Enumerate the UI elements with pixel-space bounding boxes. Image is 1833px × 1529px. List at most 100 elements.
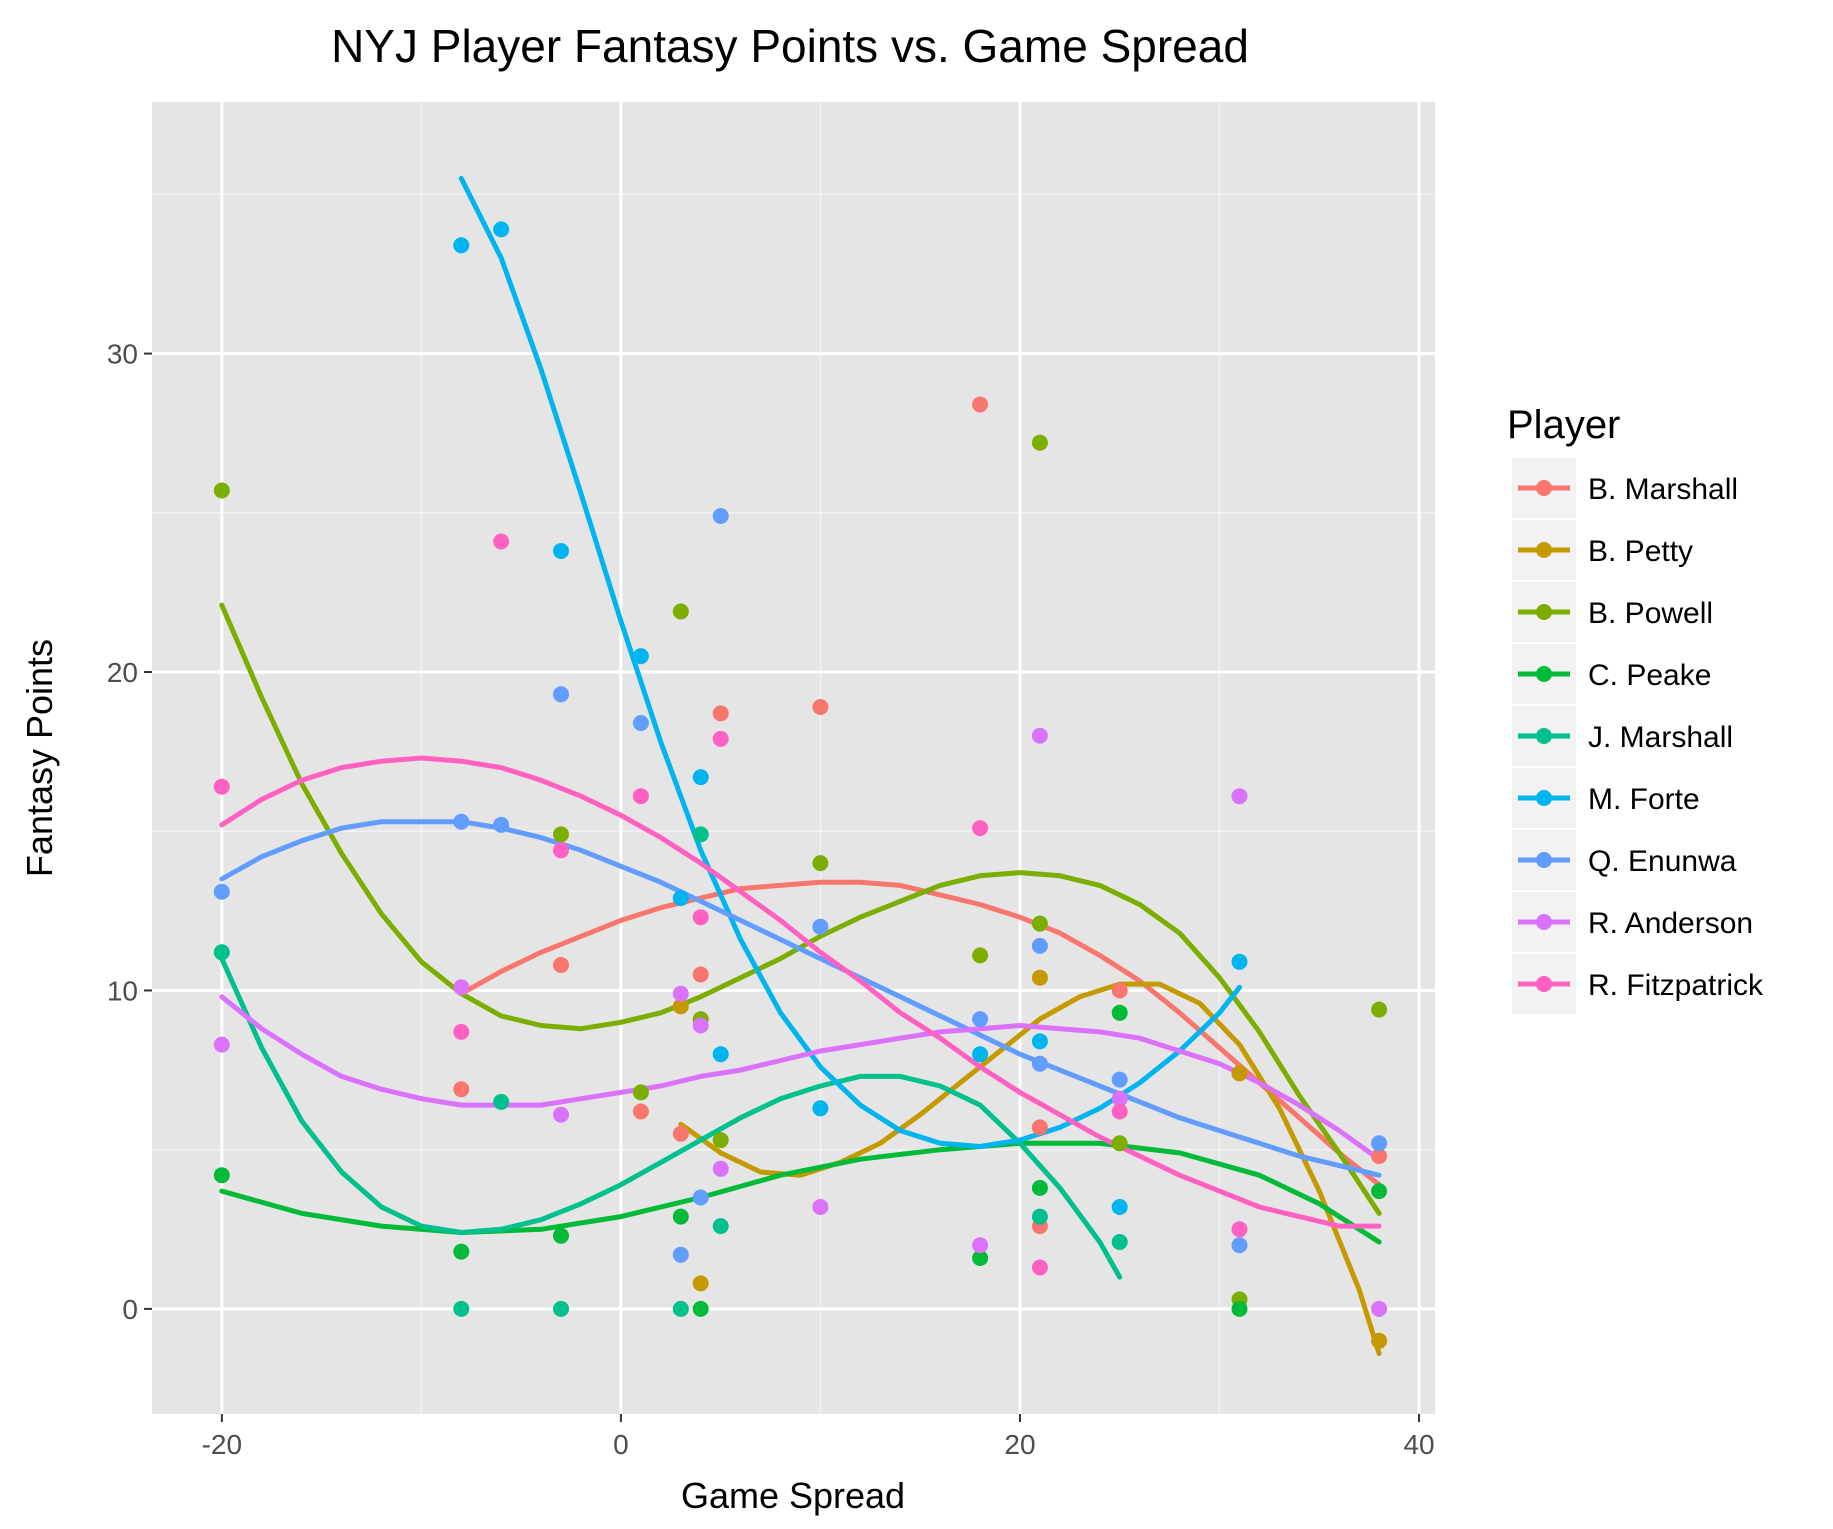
point-r-anderson	[1371, 1300, 1388, 1317]
legend-label: B. Petty	[1588, 535, 1693, 568]
trend-line-m-forte	[458, 175, 1242, 1149]
legend-key-point	[1536, 480, 1552, 496]
point-b-powell	[1111, 1135, 1128, 1152]
legend-items: B. Marshall B. Petty B. Powell C. Peake J. M…	[1512, 458, 1764, 1014]
point-r-fitzpatrick	[712, 730, 729, 747]
point-b-marshall	[692, 966, 709, 983]
point-q-enunwa	[712, 508, 729, 524]
point-q-enunwa	[453, 813, 470, 830]
legend-key-point	[1536, 976, 1552, 992]
point-j-marshall	[712, 1218, 729, 1235]
legend-label: Q. Enunwa	[1588, 845, 1737, 878]
trend-line-b-marshall	[458, 879, 1382, 1188]
major-gridlines	[152, 102, 1435, 1414]
point-r-fitzpatrick	[632, 788, 649, 805]
trend-line-j-marshall	[219, 956, 1123, 1280]
point-r-anderson	[692, 1017, 709, 1034]
point-b-petty	[672, 998, 689, 1015]
point-j-marshall	[692, 826, 709, 843]
legend-item-r-fitzpatrick: R. Fitzpatrick	[1512, 954, 1764, 1014]
point-m-forte	[493, 221, 510, 238]
point-b-petty	[692, 1275, 709, 1292]
axes: -20 0 20 40 0 10 20 30	[107, 339, 1435, 1460]
point-b-powell	[553, 826, 569, 843]
chart-title: NYJ Player Fantasy Points vs. Game Sprea…	[331, 20, 1249, 72]
point-m-forte	[692, 769, 709, 786]
legend-key-point	[1536, 852, 1552, 868]
point-b-marshall	[553, 957, 569, 973]
point-q-enunwa	[1231, 1237, 1248, 1254]
point-r-fitzpatrick	[972, 820, 989, 837]
point-q-enunwa	[1031, 1055, 1048, 1072]
point-m-forte	[672, 890, 689, 907]
trend-line-q-enunwa	[219, 819, 1382, 1178]
point-j-marshall	[493, 1093, 510, 1110]
point-r-fitzpatrick	[1231, 1221, 1248, 1238]
point-b-powell	[972, 947, 989, 964]
trend-line-r-anderson	[219, 994, 1382, 1162]
x-tick-label: 0	[613, 1429, 629, 1460]
legend-label: R. Anderson	[1588, 907, 1753, 940]
point-r-anderson	[213, 1036, 230, 1053]
point-q-enunwa	[493, 816, 510, 833]
point-q-enunwa	[1031, 937, 1048, 954]
point-b-petty	[1031, 969, 1048, 986]
plot-panel	[152, 102, 1435, 1414]
point-q-enunwa	[1371, 1135, 1388, 1152]
point-r-fitzpatrick	[1031, 1259, 1048, 1276]
legend-item-b-marshall: B. Marshall	[1512, 458, 1738, 518]
point-m-forte	[1231, 953, 1248, 970]
point-b-marshall	[1371, 1148, 1388, 1165]
point-b-powell	[632, 1084, 649, 1101]
legend-key-point	[1536, 666, 1552, 682]
y-axis-title: Fantasy Points	[19, 639, 60, 877]
point-m-forte	[1031, 1033, 1048, 1050]
point-r-fitzpatrick	[493, 533, 510, 550]
point-b-petty	[1371, 1332, 1388, 1349]
legend-key-point	[1536, 604, 1552, 620]
point-m-forte	[1111, 1199, 1128, 1215]
point-r-anderson	[453, 979, 470, 996]
point-r-anderson	[1111, 1090, 1128, 1107]
point-r-anderson	[712, 1160, 729, 1177]
point-b-powell	[672, 603, 689, 620]
point-r-anderson	[812, 1199, 829, 1215]
data-points	[213, 221, 1388, 1349]
point-m-forte	[553, 543, 569, 559]
trend-line-b-petty	[678, 981, 1382, 1356]
point-b-powell	[1031, 434, 1048, 451]
point-b-marshall	[632, 1103, 649, 1120]
legend-label: B. Marshall	[1588, 473, 1738, 506]
legend-label: C. Peake	[1588, 659, 1711, 692]
point-m-forte	[972, 1046, 989, 1063]
point-q-enunwa	[1111, 1071, 1128, 1088]
point-b-petty	[1231, 1065, 1248, 1082]
trend-lines	[219, 175, 1382, 1356]
point-c-peake	[1371, 1183, 1388, 1200]
y-tick-label: 30	[107, 339, 138, 370]
point-j-marshall	[553, 1300, 569, 1317]
point-c-peake	[213, 1167, 230, 1184]
legend-label: R. Fitzpatrick	[1588, 969, 1764, 1002]
y-tick-label: 0	[122, 1294, 138, 1325]
legend-title: Player	[1507, 403, 1620, 447]
point-c-peake	[972, 1250, 989, 1266]
point-b-marshall	[672, 1125, 689, 1142]
point-b-marshall	[812, 699, 829, 715]
point-m-forte	[632, 648, 649, 665]
legend-key-point	[1536, 790, 1552, 806]
legend-item-c-peake: C. Peake	[1512, 644, 1711, 704]
point-q-enunwa	[553, 686, 569, 703]
point-b-marshall	[972, 396, 989, 413]
legend-item-r-anderson: R. Anderson	[1512, 892, 1753, 952]
point-j-marshall	[213, 944, 230, 961]
point-b-marshall	[1111, 982, 1128, 999]
point-q-enunwa	[632, 715, 649, 731]
legend-label: M. Forte	[1588, 783, 1700, 816]
point-c-peake	[1111, 1004, 1128, 1021]
legend-label: J. Marshall	[1588, 721, 1733, 754]
legend-key-point	[1536, 914, 1552, 930]
point-c-peake	[1231, 1300, 1248, 1317]
legend-key-point	[1536, 728, 1552, 744]
